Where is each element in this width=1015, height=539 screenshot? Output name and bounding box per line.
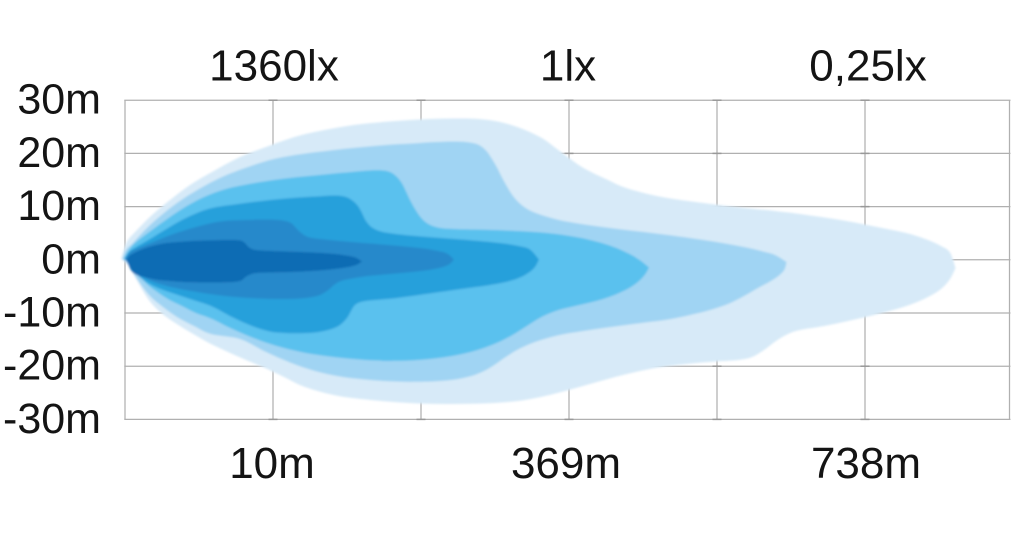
svg-text:738m: 738m [811, 439, 921, 488]
svg-text:369m: 369m [511, 439, 621, 488]
svg-text:-10m: -10m [3, 289, 101, 337]
svg-text:0m: 0m [41, 235, 101, 283]
svg-text:1lx: 1lx [540, 42, 596, 91]
svg-text:30m: 30m [17, 76, 101, 124]
svg-text:-30m: -30m [3, 395, 101, 443]
svg-text:1360lx: 1360lx [209, 42, 339, 91]
svg-text:10m: 10m [229, 439, 315, 488]
svg-text:10m: 10m [17, 182, 101, 230]
svg-text:20m: 20m [17, 129, 101, 177]
svg-text:0,25lx: 0,25lx [809, 42, 926, 91]
svg-text:-20m: -20m [3, 342, 101, 390]
